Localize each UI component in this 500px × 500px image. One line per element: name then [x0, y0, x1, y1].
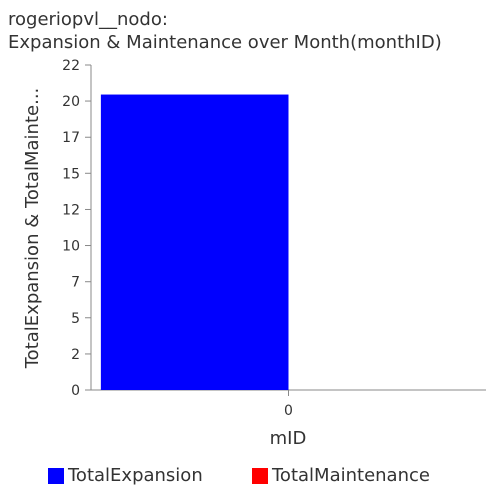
x-axis: 0 — [91, 389, 486, 419]
y-tick-label: 7 — [71, 275, 80, 291]
y-tick-label: 15 — [62, 166, 80, 182]
legend-swatch-total-expansion — [48, 467, 64, 484]
bars — [100, 94, 289, 390]
y-tick-label: 17 — [62, 130, 80, 146]
y-tick-label: 10 — [62, 239, 80, 255]
y-tick-label: 2 — [71, 347, 80, 363]
chart-title-line-1: rogeriopvl__nodo: — [8, 9, 168, 30]
y-tick-label: 12 — [62, 202, 80, 218]
legend-swatch-total-maintenance — [252, 467, 268, 484]
bar-totalexpansion — [100, 94, 289, 390]
y-tick-label: 20 — [62, 94, 80, 110]
y-tick-label: 22 — [62, 58, 80, 74]
legend-item-total-expansion: TotalExpansion — [48, 465, 203, 486]
y-tick-label: 5 — [71, 311, 80, 327]
legend: TotalExpansion TotalMaintenance — [0, 465, 500, 489]
x-axis-label: mID — [270, 428, 307, 449]
legend-label-total-maintenance: TotalMaintenance — [272, 465, 430, 486]
x-tick-label: 0 — [284, 403, 293, 419]
legend-item-total-maintenance: TotalMaintenance — [252, 465, 430, 486]
chart-title-line-2: Expansion & Maintenance over Month(month… — [8, 32, 442, 53]
y-tick-label: 0 — [71, 383, 80, 399]
y-axis-label: TotalExpansion & TotalMainte... — [22, 88, 43, 370]
legend-label-total-expansion: TotalExpansion — [68, 465, 203, 486]
y-axis: 0 2 5 7 10 12 15 17 20 22 — [62, 58, 92, 399]
